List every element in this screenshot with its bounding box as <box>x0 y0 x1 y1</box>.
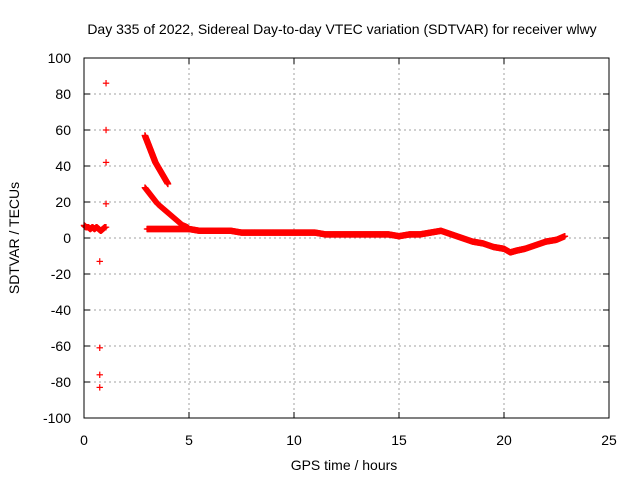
y-axis-title: SDTVAR / TECUs <box>6 182 22 294</box>
data-point <box>102 126 110 134</box>
y-tick-label: -40 <box>51 302 71 318</box>
x-tick-label: 15 <box>391 432 407 448</box>
y-tick-label: 0 <box>63 230 71 246</box>
grid <box>84 58 609 418</box>
x-axis-title: GPS time / hours <box>291 457 398 473</box>
data-points <box>80 80 569 391</box>
y-tick-labels: -100 -80 -60 -40 -20 0 20 40 60 80 100 <box>43 50 71 426</box>
chart-title: Day 335 of 2022, Sidereal Day-to-day VTE… <box>87 21 596 37</box>
x-tick-label: 0 <box>80 432 88 448</box>
y-tick-label: -80 <box>51 374 71 390</box>
data-point <box>96 344 103 351</box>
plot-frame <box>83 57 610 419</box>
x-tick-labels: 0 5 10 15 20 25 <box>80 432 617 448</box>
y-tick-label: 80 <box>55 86 71 102</box>
data-point <box>102 159 110 166</box>
data-point <box>96 258 103 265</box>
y-tick-label: 40 <box>55 158 71 174</box>
y-tick-label: 60 <box>55 122 71 138</box>
x-tick-label: 25 <box>601 432 617 448</box>
y-tick-label: 20 <box>55 194 71 210</box>
data-point <box>561 233 569 240</box>
y-tick-label: -60 <box>51 338 71 354</box>
x-tick-label: 5 <box>185 432 193 448</box>
data-point <box>101 224 109 231</box>
data-point <box>96 371 103 378</box>
data-point <box>96 384 103 391</box>
data-point <box>164 180 172 188</box>
y-tick-label: 100 <box>48 50 72 66</box>
data-point <box>102 80 110 87</box>
data-point <box>102 200 110 207</box>
x-tick-label: 10 <box>286 432 302 448</box>
y-tick-label: -100 <box>43 410 71 426</box>
x-tick-label: 20 <box>496 432 512 448</box>
y-tick-label: -20 <box>51 266 71 282</box>
